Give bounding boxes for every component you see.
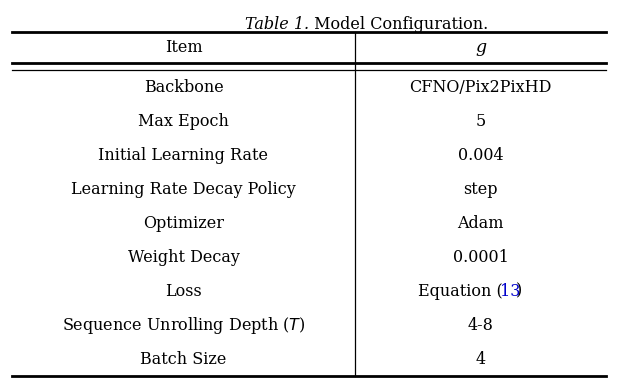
Text: ): ) [516,282,522,300]
Text: Batch Size: Batch Size [140,351,227,367]
Text: Backbone: Backbone [143,78,223,96]
Text: Sequence Unrolling Depth ($T$): Sequence Unrolling Depth ($T$) [62,314,305,335]
Text: Max Epoch: Max Epoch [138,112,229,129]
Text: Loss: Loss [165,282,202,300]
Text: Weight Decay: Weight Decay [127,248,239,266]
Text: Adam: Adam [457,215,504,232]
Text: 0.0001: 0.0001 [452,248,509,266]
Text: CFNO/Pix2PixHD: CFNO/Pix2PixHD [409,78,552,96]
Text: Model Configuration.: Model Configuration. [309,16,488,33]
Text: g: g [475,39,486,57]
Text: 5: 5 [475,112,486,129]
Text: Equation (: Equation ( [418,282,503,300]
Text: Initial Learning Rate: Initial Learning Rate [98,147,268,163]
Text: 4: 4 [475,351,486,367]
Text: Optimizer: Optimizer [143,215,224,232]
Text: step: step [464,181,497,197]
Text: Learning Rate Decay Policy: Learning Rate Decay Policy [71,181,296,197]
Text: 13: 13 [499,282,520,300]
Text: Item: Item [164,39,202,57]
Text: Table 1.: Table 1. [245,16,309,33]
Text: 4-8: 4-8 [468,317,493,333]
Text: 0.004: 0.004 [458,147,503,163]
